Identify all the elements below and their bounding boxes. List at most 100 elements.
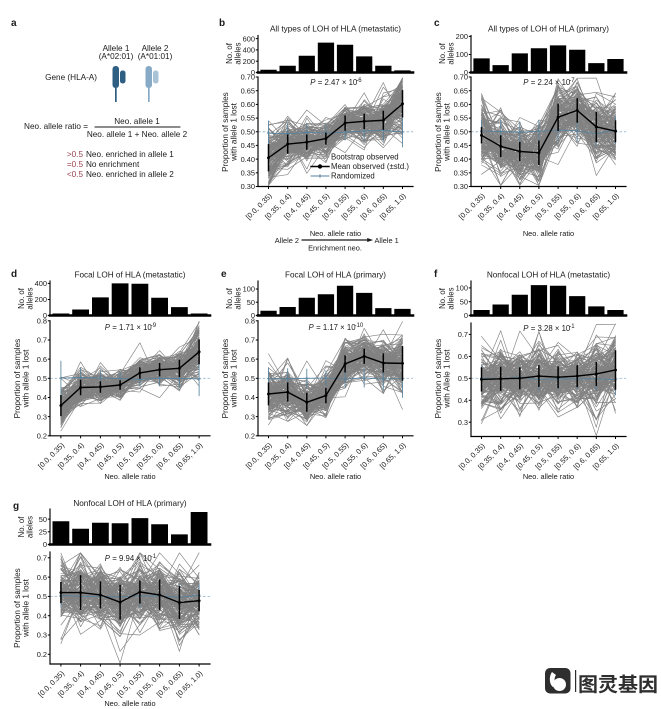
svg-text:0.8: 0.8 (245, 317, 255, 326)
svg-text:600: 600 (243, 34, 255, 43)
svg-text:Neo. allele ratio: Neo. allele ratio (310, 472, 361, 481)
svg-text:0.5: 0.5 (245, 374, 255, 383)
svg-text:0.3: 0.3 (245, 412, 255, 421)
svg-text:200: 200 (456, 32, 468, 41)
svg-text:Nonfocal LOH of HLA (primary): Nonfocal LOH of HLA (primary) (73, 499, 187, 508)
svg-text:Gene (HLA-A): Gene (HLA-A) (45, 73, 97, 82)
svg-text:No. of: No. of (438, 287, 447, 309)
svg-text:Neo. allele ratio: Neo. allele ratio (310, 229, 361, 238)
svg-text:0.60: 0.60 (241, 100, 255, 109)
svg-text:0.35: 0.35 (454, 169, 468, 178)
svg-text:0.45: 0.45 (454, 141, 468, 150)
svg-text:Focal LOH of HLA (metastatic): Focal LOH of HLA (metastatic) (74, 271, 185, 280)
svg-text:0.70: 0.70 (241, 73, 255, 82)
svg-text:Proportion of samples: Proportion of samples (13, 568, 22, 648)
svg-text:0.3: 0.3 (37, 412, 47, 421)
svg-text:No. of: No. of (225, 42, 234, 64)
svg-text:-6: -6 (356, 78, 362, 84)
svg-text:0: 0 (251, 311, 255, 320)
svg-text:No. of: No. of (438, 42, 447, 64)
svg-text:-1: -1 (569, 324, 575, 330)
svg-text:Nonfocal LOH of HLA (metastati: Nonfocal LOH of HLA (metastatic) (487, 271, 611, 280)
svg-text:0.5: 0.5 (37, 374, 47, 383)
svg-text:Allele 1: Allele 1 (375, 236, 399, 245)
svg-text:Neo. allele ratio: Neo. allele ratio (104, 472, 155, 481)
svg-text:0.65: 0.65 (241, 86, 255, 95)
svg-text:0.55: 0.55 (241, 114, 255, 123)
svg-text:0.8: 0.8 (37, 317, 47, 326)
svg-text:with allele 1 lost: with allele 1 lost (22, 349, 31, 409)
svg-text:100: 100 (243, 285, 255, 294)
svg-text:100: 100 (456, 50, 468, 59)
svg-text:200: 200 (243, 57, 255, 66)
svg-text:Neo. enriched in allele 1: Neo. enriched in allele 1 (86, 150, 174, 159)
svg-text:-10: -10 (355, 323, 364, 329)
svg-text:Allele 2: Allele 2 (142, 44, 169, 53)
svg-text:0.50: 0.50 (454, 127, 468, 136)
svg-text:Bootstrap observed: Bootstrap observed (331, 153, 399, 162)
svg-text:Focal LOH of HLA (primary): Focal LOH of HLA (primary) (285, 271, 386, 280)
svg-text:P: P (309, 323, 315, 332)
svg-text:<0.5: <0.5 (67, 170, 84, 179)
svg-text:alleles: alleles (234, 42, 243, 64)
svg-text:No. of: No. of (17, 287, 26, 309)
svg-text:0.2: 0.2 (37, 432, 47, 441)
svg-text:(A*01:01): (A*01:01) (138, 52, 173, 61)
svg-text:Proportion of samples: Proportion of samples (221, 92, 230, 172)
svg-text:e: e (221, 269, 227, 280)
svg-text:0.4: 0.4 (37, 393, 47, 402)
svg-text:g: g (13, 501, 19, 512)
svg-text:0: 0 (251, 68, 255, 77)
svg-text:= 1.71 × 10: = 1.71 × 10 (112, 323, 152, 332)
svg-text:50: 50 (460, 297, 468, 306)
svg-text:= 1.17 × 10: = 1.17 × 10 (316, 323, 356, 332)
svg-text:All types of LOH of HLA (metas: All types of LOH of HLA (metastatic) (270, 25, 401, 34)
svg-text:0.6: 0.6 (37, 573, 47, 582)
svg-text:0.30: 0.30 (241, 182, 255, 191)
svg-text:No enrichment: No enrichment (86, 160, 140, 169)
svg-text:P: P (105, 323, 111, 332)
svg-text:Neo. allele ratio: Neo. allele ratio (523, 229, 574, 238)
svg-text:-9: -9 (151, 323, 157, 329)
svg-text:P: P (523, 324, 529, 333)
svg-text:0.6: 0.6 (245, 355, 255, 364)
svg-text:with allele 1 lost: with allele 1 lost (230, 102, 239, 162)
svg-text:0.7: 0.7 (37, 336, 47, 345)
svg-text:50: 50 (39, 515, 47, 524)
svg-text:0.30: 0.30 (454, 182, 468, 191)
svg-text:0.6: 0.6 (37, 355, 47, 364)
svg-text:Neo. allele 1 + Neo. allele 2: Neo. allele 1 + Neo. allele 2 (87, 130, 188, 139)
svg-text:(A*02:01): (A*02:01) (99, 52, 134, 61)
svg-text:P: P (310, 78, 316, 87)
svg-text:alleles: alleles (26, 516, 35, 538)
svg-text:Proportion of samples: Proportion of samples (13, 339, 22, 419)
svg-text:0: 0 (43, 311, 47, 320)
svg-text:0.3: 0.3 (37, 631, 47, 640)
svg-text:0.65: 0.65 (454, 86, 468, 95)
svg-text:>0.5: >0.5 (67, 150, 84, 159)
svg-text:0.2: 0.2 (245, 432, 255, 441)
svg-text:Randomized: Randomized (331, 172, 375, 181)
svg-text:0.2: 0.2 (37, 650, 47, 659)
svg-text:0.5: 0.5 (458, 374, 468, 383)
svg-text:0.45: 0.45 (241, 141, 255, 150)
svg-text:50: 50 (247, 298, 255, 307)
svg-text:= 2.24 × 10: = 2.24 × 10 (531, 78, 571, 87)
svg-text:0: 0 (464, 68, 468, 77)
svg-text:alleles: alleles (447, 42, 456, 64)
svg-text:0.60: 0.60 (454, 100, 468, 109)
svg-text:All types of LOH of HLA (prima: All types of LOH of HLA (primary) (488, 25, 609, 34)
svg-text:b: b (219, 18, 225, 29)
svg-text:with allele 1 lost: with allele 1 lost (230, 349, 239, 409)
svg-text:0.35: 0.35 (241, 169, 255, 178)
svg-text:No. of: No. of (17, 516, 26, 538)
svg-text:Neo. allele ratio =: Neo. allele ratio = (24, 122, 88, 131)
svg-text:0.5: 0.5 (37, 592, 47, 601)
svg-text:alleles: alleles (234, 287, 243, 309)
svg-text:c: c (434, 18, 440, 29)
svg-text:0.40: 0.40 (454, 155, 468, 164)
svg-text:Neo. allele ratio: Neo. allele ratio (523, 472, 574, 481)
svg-text:P: P (523, 78, 529, 87)
svg-text:0.7: 0.7 (245, 336, 255, 345)
svg-text:Enrichment neo.: Enrichment neo. (308, 244, 362, 253)
